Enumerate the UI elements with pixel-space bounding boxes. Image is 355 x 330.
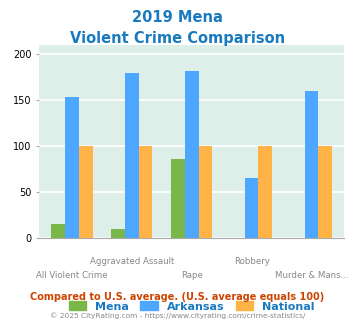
Bar [139,146,153,238]
Bar [185,71,198,238]
Text: Aggravated Assault: Aggravated Assault [90,257,174,266]
Bar [305,90,318,238]
Bar [258,146,272,238]
Legend: Mena, Arkansas, National: Mena, Arkansas, National [69,301,315,312]
Bar [65,97,79,238]
Bar [318,146,332,238]
Bar [79,146,93,238]
Text: Violent Crime Comparison: Violent Crime Comparison [70,31,285,46]
Bar [51,224,65,238]
Bar [111,229,125,238]
Bar [125,73,139,238]
Bar [198,146,212,238]
Bar [245,178,258,238]
Text: Murder & Mans...: Murder & Mans... [275,271,348,280]
Text: Compared to U.S. average. (U.S. average equals 100): Compared to U.S. average. (U.S. average … [31,292,324,302]
Text: Robbery: Robbery [234,257,269,266]
Bar [171,159,185,238]
Text: Rape: Rape [181,271,203,280]
Text: 2019 Mena: 2019 Mena [132,10,223,25]
Text: All Violent Crime: All Violent Crime [36,271,108,280]
Text: © 2025 CityRating.com - https://www.cityrating.com/crime-statistics/: © 2025 CityRating.com - https://www.city… [50,312,305,318]
